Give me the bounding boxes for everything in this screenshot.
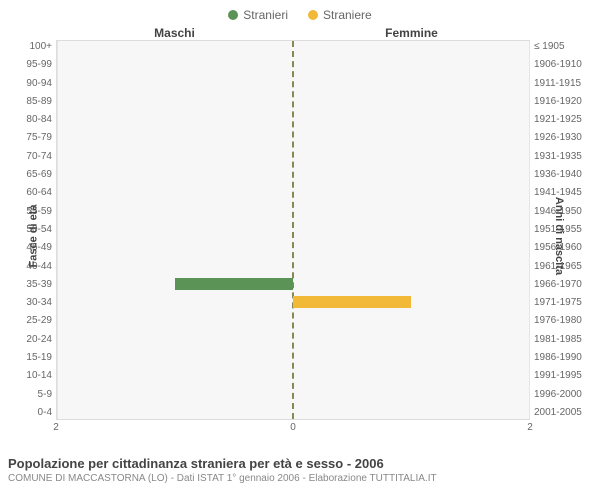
x-tick: 2 (527, 422, 533, 433)
y-tick-left: 60-64 (26, 188, 52, 198)
y-tick-right: 1976-1980 (534, 316, 592, 326)
y-tick-left: 100+ (29, 42, 52, 52)
bar-male (175, 278, 293, 291)
chart: Fasce di età Anni di nascita Maschi Femm… (8, 26, 592, 446)
bar-row (57, 41, 529, 59)
bar-row (57, 383, 529, 401)
y-tick-right: 1966-1970 (534, 280, 592, 290)
y-tick-left: 10-14 (26, 371, 52, 381)
legend-label-female: Straniere (323, 8, 372, 22)
legend-item-female: Straniere (308, 8, 372, 22)
bar-row (57, 149, 529, 167)
y-tick-left: 25-29 (26, 316, 52, 326)
bar-row (57, 95, 529, 113)
y-tick-right: 1921-1925 (534, 115, 592, 125)
y-axis-label-right: Anni di nascita (553, 197, 565, 275)
y-tick-right: 1936-1940 (534, 170, 592, 180)
y-tick-left: 90-94 (26, 79, 52, 89)
x-tick: 0 (290, 422, 296, 433)
bar-row (57, 329, 529, 347)
y-tick-left: 70-74 (26, 152, 52, 162)
y-tick-left: 75-79 (26, 133, 52, 143)
swatch-male (228, 10, 238, 20)
bar-female (293, 296, 411, 309)
bar-row (57, 275, 529, 293)
bar-row (57, 59, 529, 77)
column-header-left: Maschi (56, 26, 293, 40)
y-tick-left: 85-89 (26, 97, 52, 107)
legend: Stranieri Straniere (8, 8, 592, 22)
y-tick-left: 65-69 (26, 170, 52, 180)
bar-row (57, 113, 529, 131)
column-header-right: Femmine (293, 26, 530, 40)
column-headers: Maschi Femmine (8, 26, 592, 40)
bar-row (57, 365, 529, 383)
y-tick-right: 1931-1935 (534, 152, 592, 162)
bar-row (57, 311, 529, 329)
y-tick-right: 1906-1910 (534, 60, 592, 70)
y-tick-right: 1911-1915 (534, 79, 592, 89)
y-tick-right: 1926-1930 (534, 133, 592, 143)
bar-row (57, 257, 529, 275)
y-tick-left: 20-24 (26, 335, 52, 345)
plot-area (56, 40, 530, 420)
x-tick: 2 (53, 422, 59, 433)
y-tick-right: 1996-2000 (534, 390, 592, 400)
bar-row (57, 131, 529, 149)
y-tick-right: ≤ 1905 (534, 42, 592, 52)
y-tick-left: 5-9 (38, 390, 52, 400)
y-tick-left: 35-39 (26, 280, 52, 290)
bar-row (57, 185, 529, 203)
chart-subtitle: COMUNE DI MACCASTORNA (LO) - Dati ISTAT … (8, 473, 592, 484)
legend-item-male: Stranieri (228, 8, 288, 22)
bar-row (57, 293, 529, 311)
y-tick-right: 1981-1985 (534, 335, 592, 345)
x-axis: 2 0 2 (8, 422, 592, 434)
bar-row (57, 77, 529, 95)
y-tick-right: 1971-1975 (534, 298, 592, 308)
y-tick-left: 15-19 (26, 353, 52, 363)
bar-row (57, 401, 529, 419)
y-tick-left: 95-99 (26, 60, 52, 70)
y-tick-right: 2001-2005 (534, 408, 592, 418)
footer: Popolazione per cittadinanza straniera p… (8, 456, 592, 484)
bar-row (57, 203, 529, 221)
bar-row (57, 347, 529, 365)
y-tick-left: 80-84 (26, 115, 52, 125)
y-tick-right: 1986-1990 (534, 353, 592, 363)
y-axis-label-left: Fasce di età (27, 205, 39, 268)
bar-row (57, 167, 529, 185)
y-tick-left: 0-4 (38, 408, 52, 418)
chart-title: Popolazione per cittadinanza straniera p… (8, 456, 592, 471)
y-tick-left: 30-34 (26, 298, 52, 308)
y-tick-right: 1991-1995 (534, 371, 592, 381)
y-tick-right: 1916-1920 (534, 97, 592, 107)
swatch-female (308, 10, 318, 20)
bar-row (57, 239, 529, 257)
bar-row (57, 221, 529, 239)
legend-label-male: Stranieri (243, 8, 288, 22)
